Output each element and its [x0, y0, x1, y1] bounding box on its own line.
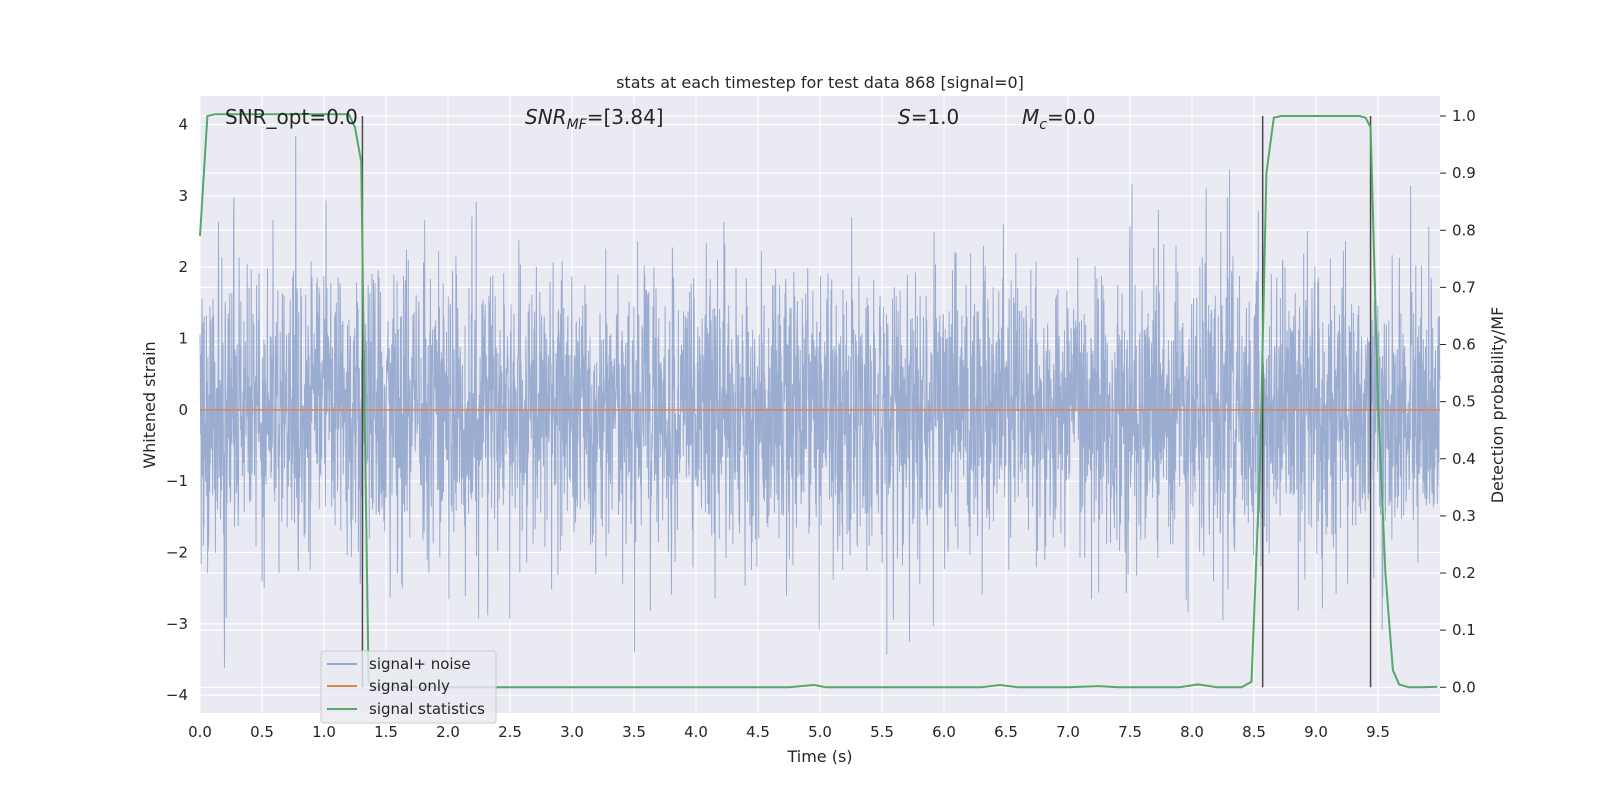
- x-tick-label-3: 1.5: [374, 723, 398, 741]
- x-tick-label-1: 0.5: [250, 723, 274, 741]
- legend-label-signal-statistics: signal statistics: [369, 700, 485, 718]
- y-tick-label-3: −1: [166, 472, 188, 490]
- x-tick-label-12: 6.0: [932, 723, 956, 741]
- y-tick-label-4: 0: [178, 401, 188, 419]
- y-axis-label: Whitened strain: [140, 341, 159, 468]
- y-right-tick-label-1: 0.1: [1452, 621, 1476, 639]
- y-right-tick-label-10: 1.0: [1452, 107, 1476, 125]
- x-tick-label-5: 2.5: [498, 723, 522, 741]
- legend-label-signal-noise: signal+ noise: [369, 655, 471, 673]
- y-right-tick-label-6: 0.6: [1452, 336, 1476, 354]
- y-right-tick-label-7: 0.7: [1452, 278, 1476, 296]
- x-tick-label-16: 8.0: [1180, 723, 1204, 741]
- y-axis-right-label: Detection probability/MF: [1488, 307, 1507, 504]
- x-tick-label-7: 3.5: [622, 723, 646, 741]
- legend-box: [320, 650, 497, 724]
- x-tick-label-11: 5.5: [870, 723, 894, 741]
- signal-statistics-series: [199, 113, 1438, 689]
- legend: signal+ noise signal only signal statist…: [320, 650, 497, 724]
- y-tick-label-6: 2: [178, 258, 188, 276]
- x-tick-label-19: 9.5: [1366, 723, 1390, 741]
- signal-statistics-line: [199, 113, 1438, 689]
- annotation-snr-opt: SNR_opt=0.0: [225, 105, 358, 129]
- signal-noise-series: [199, 136, 1441, 668]
- y-axis-right-ticks: 0.0 0.1 0.2 0.3 0.4 0.5 0.6 0.7 0.8 0.9 1.0: [1440, 107, 1476, 696]
- y-right-tick-label-5: 0.5: [1452, 393, 1476, 411]
- x-tick-label-2: 1.0: [312, 723, 336, 741]
- y-right-tick-label-0: 0.0: [1452, 678, 1476, 696]
- x-axis-ticks: 0.0 0.5 1.0 1.5 2.0 2.5 3.0 3.5 4.0 4.5 5.0 5.5 6.0 6…: [188, 723, 1390, 741]
- x-axis-label: Time (s): [786, 747, 852, 766]
- x-tick-label-4: 2.0: [436, 723, 460, 741]
- x-tick-label-14: 7.0: [1056, 723, 1080, 741]
- x-tick-label-6: 3.0: [560, 723, 584, 741]
- x-tick-label-13: 6.5: [994, 723, 1018, 741]
- y-right-tick-label-3: 0.3: [1452, 507, 1476, 525]
- x-tick-label-15: 7.5: [1118, 723, 1142, 741]
- y-tick-label-2: −2: [166, 544, 188, 562]
- y-right-tick-label-4: 0.4: [1452, 450, 1476, 468]
- annotation-snr-mf: SNRMF=[3.84]: [525, 105, 664, 133]
- x-tick-label-0: 0.0: [188, 723, 212, 741]
- x-tick-label-10: 5.0: [808, 723, 832, 741]
- chart-title: stats at each timestep for test data 868…: [616, 73, 1024, 92]
- y-tick-label-0: −4: [166, 686, 188, 704]
- y-axis-left-ticks: −4 −3 −2 −1 0 1 2 3 4: [166, 116, 188, 705]
- x-tick-label-8: 4.0: [684, 723, 708, 741]
- y-right-tick-label-8: 0.8: [1452, 221, 1476, 239]
- x-tick-label-17: 8.5: [1242, 723, 1266, 741]
- y-right-tick-label-2: 0.2: [1452, 564, 1476, 582]
- y-tick-label-5: 1: [178, 330, 188, 348]
- y-tick-label-8: 4: [178, 116, 188, 134]
- legend-label-signal-only: signal only: [369, 677, 450, 695]
- x-tick-label-18: 9.0: [1304, 723, 1328, 741]
- y-tick-label-7: 3: [178, 187, 188, 205]
- signal-noise-line: [199, 136, 1441, 668]
- annotation-mc: Mc=0.0: [1022, 105, 1096, 133]
- y-right-tick-label-9: 0.9: [1452, 164, 1476, 182]
- x-tick-label-9: 4.5: [746, 723, 770, 741]
- annotation-s: S=1.0: [898, 105, 959, 129]
- y-tick-label-1: −3: [166, 615, 188, 633]
